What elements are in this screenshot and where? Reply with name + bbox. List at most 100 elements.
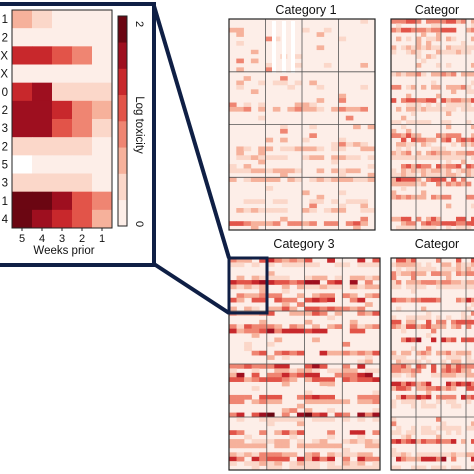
panel-cell xyxy=(296,456,305,462)
panel-cell xyxy=(421,364,427,369)
panel-cell xyxy=(345,106,354,112)
panel-cell xyxy=(416,439,422,444)
panel-cell xyxy=(461,84,467,90)
panel-cell xyxy=(327,306,335,312)
panel-cell xyxy=(364,456,373,462)
panel-cell xyxy=(312,262,320,268)
panel-cell xyxy=(446,19,452,24)
inset-row-label: 3 xyxy=(2,178,8,190)
panel-cell xyxy=(441,439,447,444)
panel-cell xyxy=(396,27,402,33)
panel-cell xyxy=(274,368,283,374)
inset-row-label: 2 xyxy=(2,141,8,153)
panel-cell xyxy=(259,324,268,329)
panel-cell xyxy=(296,368,305,374)
panel-cell xyxy=(436,106,442,112)
panel-cell xyxy=(421,439,427,444)
panel-cell xyxy=(411,168,417,174)
panel-cell xyxy=(406,216,412,222)
panel-cell xyxy=(338,137,347,143)
colorbar-title: Log toxicity xyxy=(133,96,145,154)
panel-cell xyxy=(304,284,313,290)
panel-cell xyxy=(364,394,373,400)
panel-cell xyxy=(411,49,417,55)
panel-cell xyxy=(436,194,442,200)
panel-cell xyxy=(461,372,467,378)
panel-cell xyxy=(401,258,407,263)
panel-cell xyxy=(229,456,237,462)
inset-cell xyxy=(72,10,93,29)
panel-cell xyxy=(396,394,402,400)
panel-cell xyxy=(357,465,366,471)
panel-cell xyxy=(411,111,417,117)
panel-cell xyxy=(426,216,432,222)
panel-cell xyxy=(319,284,328,290)
panel-cell xyxy=(289,311,298,316)
panel-cell xyxy=(421,71,427,77)
panel-cell xyxy=(461,439,467,444)
panel-cell xyxy=(296,386,305,391)
panel-cell xyxy=(327,461,335,466)
panel-cell xyxy=(236,430,245,435)
panel-cell xyxy=(259,328,268,334)
panel-cell xyxy=(401,439,407,444)
panel-cell xyxy=(316,106,325,112)
panel-cell xyxy=(451,381,457,387)
panel-cell xyxy=(466,306,472,312)
panel-cell xyxy=(446,98,452,103)
panel-cell xyxy=(411,27,417,33)
panel-cell xyxy=(396,133,402,138)
panel-cell xyxy=(436,45,442,51)
panel-stripe xyxy=(282,21,286,73)
panel-cell xyxy=(396,71,402,77)
panel-cell xyxy=(296,439,305,444)
panel-cell xyxy=(312,328,320,334)
panel-cell xyxy=(338,203,347,209)
panel-cell xyxy=(411,288,417,294)
inset-cell xyxy=(92,155,113,174)
panel-cell xyxy=(401,216,407,222)
panel-cell xyxy=(471,172,474,178)
panel-cell xyxy=(302,146,310,152)
panel-cell xyxy=(272,155,281,160)
panel-cell xyxy=(391,98,397,103)
panel-cell xyxy=(296,324,305,329)
panel-cell xyxy=(446,133,452,138)
category-panel-1 xyxy=(228,18,376,231)
panel-cell xyxy=(471,203,474,209)
panel-cell xyxy=(327,280,335,285)
panel-cell xyxy=(327,456,335,462)
panel-cell xyxy=(342,452,351,458)
panel-cell xyxy=(451,49,457,55)
panel-cell xyxy=(338,142,347,147)
panel-cell xyxy=(251,439,260,444)
panel-cell xyxy=(327,284,335,290)
panel-cell xyxy=(446,368,452,374)
panel-cell xyxy=(426,40,432,46)
panel-cell xyxy=(259,280,268,285)
panel-cell xyxy=(236,258,245,263)
panel-cell xyxy=(411,319,417,325)
panel-cell xyxy=(342,399,351,405)
panel-cell xyxy=(357,328,366,334)
panel-cell xyxy=(364,262,373,268)
panel-cell xyxy=(441,98,447,103)
panel-cell xyxy=(466,225,472,231)
panel-cell xyxy=(416,381,422,387)
panel-cell xyxy=(461,19,467,24)
panel-cell xyxy=(360,84,368,90)
panel-cell xyxy=(471,425,474,431)
panel-cell xyxy=(281,364,290,369)
panel-cell xyxy=(406,98,412,103)
panel-cell xyxy=(441,355,447,360)
panel-cell xyxy=(349,306,358,312)
panel-cell xyxy=(461,266,467,272)
panel-cell xyxy=(250,199,259,204)
inset-cell xyxy=(12,46,33,65)
panel-cell xyxy=(466,194,472,200)
panel-cell xyxy=(309,102,317,108)
panel-cell xyxy=(466,381,472,387)
panel-cell xyxy=(471,36,474,42)
inset-cell xyxy=(52,155,73,174)
panel-cell xyxy=(461,319,467,325)
